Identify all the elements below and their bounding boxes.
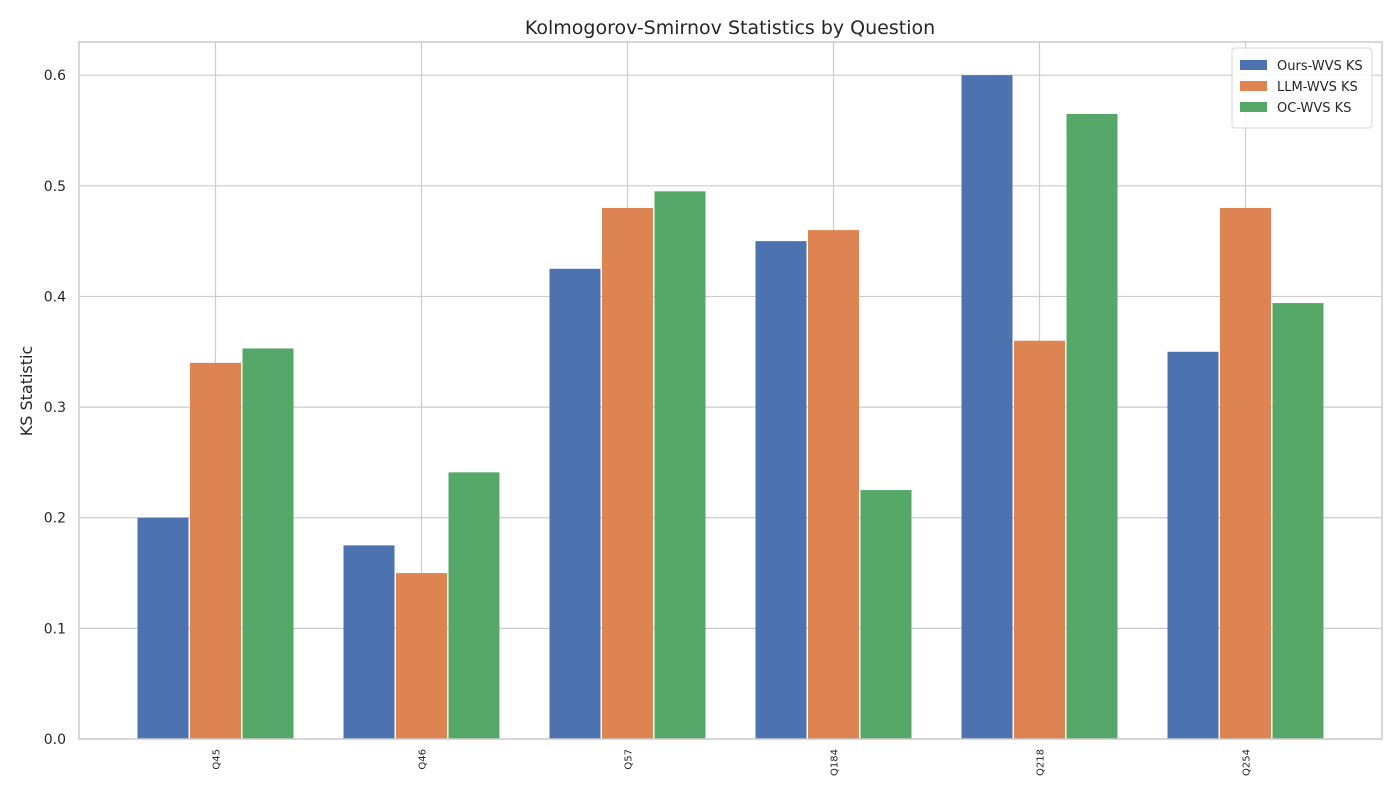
y-tick-label: 0.0	[44, 732, 66, 748]
x-tick-label: Q218	[1036, 749, 1047, 776]
bar	[1014, 340, 1065, 739]
bar	[602, 207, 653, 739]
y-tick-label: 0.6	[44, 68, 66, 84]
y-axis: 0.0 0.1 0.2 0.3 0.4 0.5 0.6	[44, 68, 66, 748]
bar	[396, 573, 447, 739]
bar	[1220, 207, 1271, 739]
chart-title: Kolmogorov-Smirnov Statistics by Questio…	[525, 17, 935, 39]
bar	[137, 517, 189, 739]
bar	[1066, 113, 1118, 739]
bar	[1272, 303, 1324, 739]
y-axis-label: KS Statistic	[17, 346, 36, 437]
bar	[808, 230, 859, 740]
plot-area	[78, 41, 1383, 740]
y-tick-label: 0.2	[44, 511, 66, 527]
x-tick-label: Q46	[418, 749, 429, 770]
legend-label: Ours-WVS KS	[1277, 59, 1363, 74]
bar	[448, 472, 500, 739]
y-tick-label: 0.4	[44, 289, 66, 305]
x-tick-label: Q57	[624, 749, 635, 770]
y-tick-label: 0.3	[44, 400, 66, 416]
bar	[343, 545, 395, 739]
legend-swatch	[1240, 60, 1267, 70]
bars	[137, 75, 1324, 740]
x-axis: Q45 Q46 Q57 Q184 Q218 Q254	[212, 749, 1253, 776]
x-tick-label: Q254	[1242, 749, 1253, 776]
bar	[190, 362, 241, 739]
legend-label: LLM-WVS KS	[1277, 80, 1358, 95]
x-tick-label: Q45	[212, 749, 223, 770]
bar	[755, 241, 807, 739]
legend-label: OC-WVS KS	[1277, 101, 1351, 116]
legend-swatch	[1240, 102, 1267, 112]
legend: Ours-WVS KS LLM-WVS KS OC-WVS KS	[1231, 47, 1373, 129]
y-tick-label: 0.5	[44, 179, 66, 195]
legend-swatch	[1240, 81, 1267, 91]
bar	[961, 75, 1013, 739]
bar	[1167, 351, 1219, 739]
bar	[654, 191, 706, 739]
bar	[860, 490, 912, 739]
bar	[242, 348, 294, 739]
bar	[549, 268, 601, 739]
y-tick-label: 0.1	[44, 621, 66, 637]
x-tick-label: Q184	[830, 749, 841, 776]
